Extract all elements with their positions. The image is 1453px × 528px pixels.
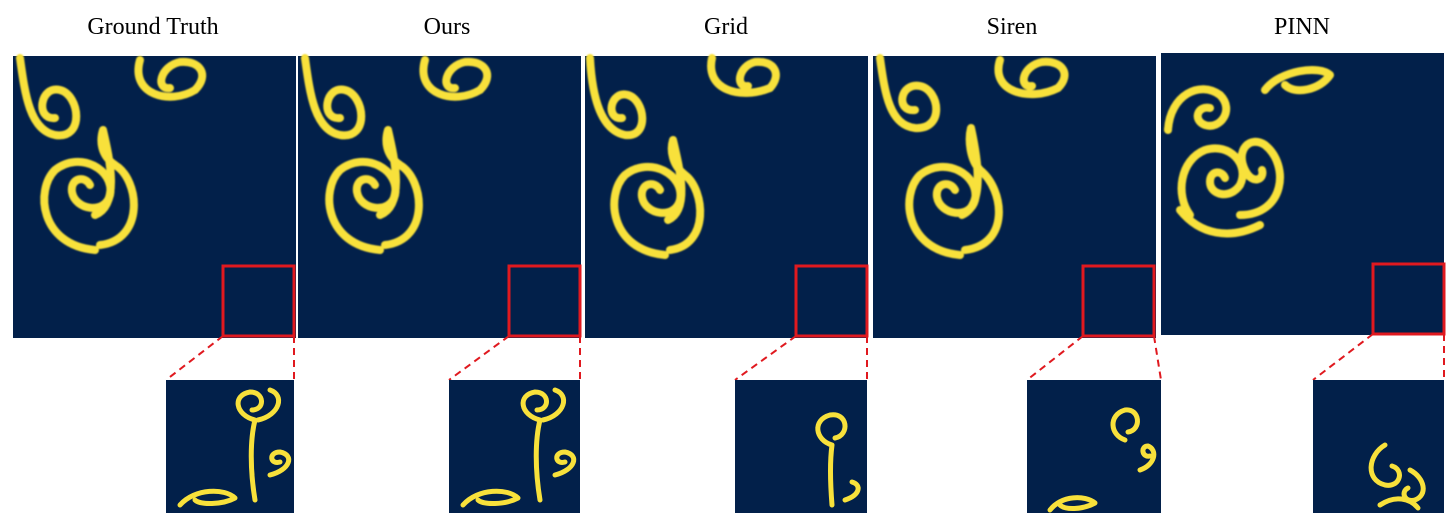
dye-swirls xyxy=(876,54,1069,259)
zoom-box xyxy=(221,264,296,338)
zoom-connector-left xyxy=(1312,333,1374,381)
dye-swirls xyxy=(301,54,492,254)
zoom-connector-left xyxy=(734,335,797,381)
zoom-inset-swirls xyxy=(460,387,577,508)
panel-pinn xyxy=(1161,53,1446,513)
title-pinn: PINN xyxy=(1273,14,1331,40)
dye-swirls xyxy=(16,54,207,254)
field-image xyxy=(298,56,581,338)
title-siren: Siren xyxy=(986,14,1038,40)
zoom-inset-swirls xyxy=(177,387,292,508)
zoom-inset-swirls xyxy=(1368,442,1426,511)
field-image xyxy=(13,56,296,338)
dye-swirls xyxy=(586,54,780,259)
zoom-inset-swirls xyxy=(1047,407,1157,513)
panel-siren xyxy=(873,54,1162,513)
dye-swirls xyxy=(1164,66,1334,238)
zoom-inset-swirls xyxy=(815,412,861,508)
field-image xyxy=(585,56,868,338)
field-image xyxy=(873,56,1156,338)
zoom-connector-left xyxy=(1026,335,1084,381)
zoom-inset xyxy=(449,380,580,513)
zoom-connector-right xyxy=(1153,335,1162,381)
zoom-connector-left xyxy=(165,335,224,381)
zoom-connector-left xyxy=(448,335,510,381)
zoom-box xyxy=(1081,264,1156,338)
zoom-box xyxy=(1371,262,1446,336)
zoom-inset xyxy=(1027,380,1161,513)
title-ground-truth: Ground Truth xyxy=(87,14,219,40)
zoom-box xyxy=(507,264,582,338)
zoom-inset xyxy=(735,380,867,513)
panel-ground-truth xyxy=(13,54,296,513)
zoom-inset xyxy=(166,380,294,513)
title-ours: Ours xyxy=(423,14,471,40)
panel-grid xyxy=(585,54,869,513)
zoom-box xyxy=(794,264,869,338)
field-image xyxy=(1161,53,1444,335)
title-grid: Grid xyxy=(704,14,748,40)
panel-ours xyxy=(298,54,582,513)
